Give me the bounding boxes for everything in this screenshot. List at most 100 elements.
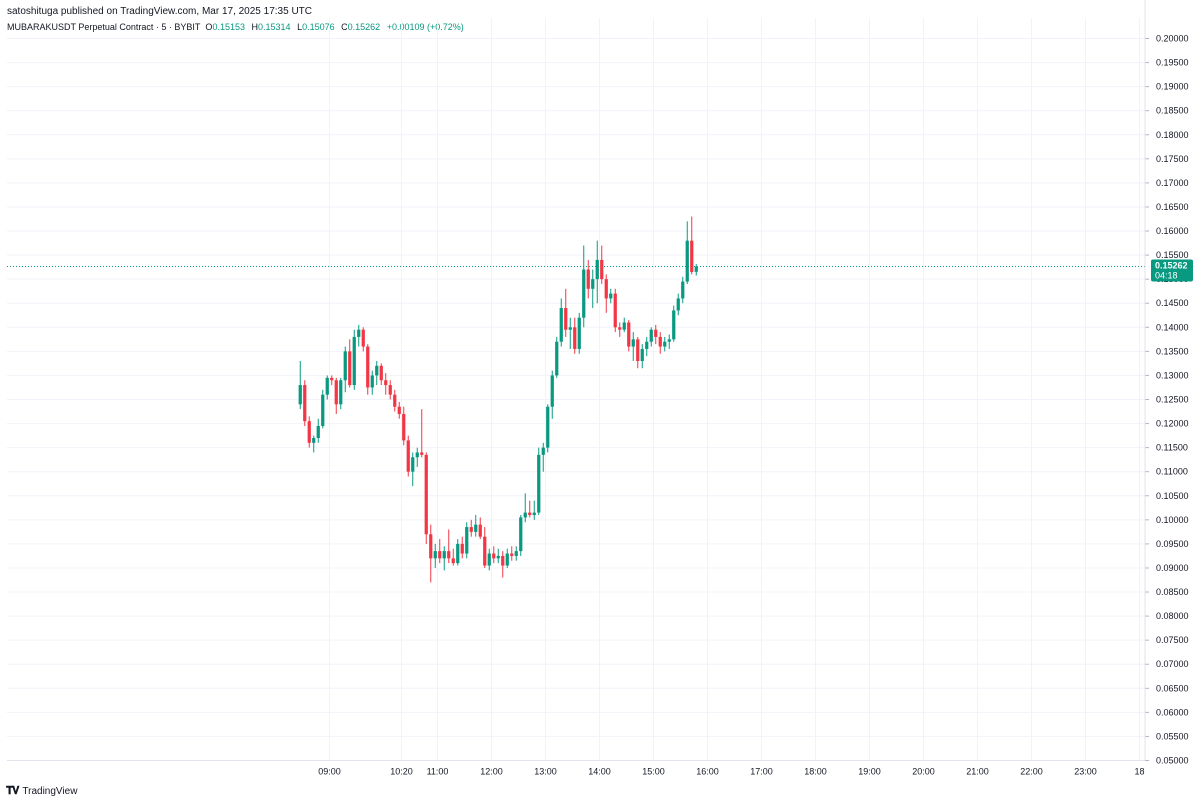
candle-body [388, 385, 392, 395]
candle [501, 551, 505, 578]
footer-brand[interactable]: 𝐓𝐕 TradingView [6, 785, 77, 798]
candle [339, 377, 343, 410]
price-tick-label: 0.10500 [1156, 491, 1189, 501]
candle-body [501, 555, 505, 566]
candle [613, 288, 617, 333]
candle-body [654, 329, 658, 337]
candle [631, 332, 635, 361]
candle-body [298, 385, 302, 405]
candle [352, 329, 356, 390]
candle [654, 324, 658, 345]
candle [316, 418, 320, 443]
candle-body [402, 413, 406, 441]
candle [564, 288, 568, 337]
candle-body [663, 341, 667, 347]
time-tick-label: 22:00 [1020, 767, 1043, 777]
time-tick-label: 12:00 [480, 767, 503, 777]
candle-body [685, 240, 689, 282]
price-tick-label: 0.12500 [1156, 395, 1189, 405]
candle [618, 322, 622, 337]
candle-body [312, 438, 316, 443]
price-axis[interactable]: 0.20000 0.19500 0.19000 0.18500 0.18000 0.175… [1144, 0, 1193, 766]
candle [537, 447, 541, 516]
candle [681, 276, 685, 304]
candle [451, 548, 455, 566]
candle-body [640, 348, 644, 361]
candle-body [321, 394, 325, 426]
candle-body [582, 269, 586, 318]
candle-body [348, 351, 352, 386]
candle [487, 548, 491, 571]
candle [496, 548, 500, 564]
time-axis[interactable]: 09:00 10:20 11:00 12:00 13:00 14:00 15:00 16:00… [7, 760, 1145, 777]
candle [397, 401, 401, 419]
symbol-name[interactable]: MUBARAKUSDT Perpetual Contract · 5 · BYB… [7, 22, 201, 32]
candle-body [600, 259, 604, 280]
price-tick-label: 0.09500 [1156, 539, 1189, 549]
symbol-legend: MUBARAKUSDT Perpetual Contract · 5 · BYB… [7, 22, 468, 32]
time-tick-label: 10:20 [390, 767, 413, 777]
candle [447, 529, 451, 564]
candle-body [546, 406, 550, 448]
time-tick-label: 18:00 [804, 767, 827, 777]
candle-body [420, 452, 424, 455]
candle [514, 546, 518, 561]
candle-body [631, 339, 635, 347]
price-tick-label: 0.06500 [1156, 683, 1189, 693]
candle-body [636, 339, 640, 361]
time-tick-label: 16:00 [696, 767, 719, 777]
candle-body [339, 380, 343, 405]
candle-body [483, 536, 487, 566]
candle-body [577, 317, 581, 349]
candle [474, 515, 478, 537]
candle [573, 317, 577, 354]
candle-body [303, 385, 307, 422]
price-tick-label: 0.07500 [1156, 635, 1189, 645]
price-tick-label: 0.11500 [1156, 443, 1188, 453]
candle [546, 404, 550, 453]
candle-body [550, 375, 554, 407]
change-value: +0.00109 (+0.72%) [386, 22, 464, 32]
candle [330, 375, 334, 386]
candle-body [361, 329, 365, 347]
price-tick-label: 0.20000 [1156, 34, 1189, 44]
candle-body [375, 365, 379, 376]
candle-body [366, 346, 370, 388]
candle-body [541, 447, 545, 455]
candle [442, 546, 446, 571]
candle [325, 375, 329, 400]
candle [600, 245, 604, 284]
candle [384, 373, 388, 395]
candle [388, 380, 392, 400]
candle [433, 543, 437, 568]
last-price-value: 0.15262 [1155, 261, 1188, 271]
candle-body [330, 377, 334, 381]
price-tick-label: 0.08000 [1156, 611, 1189, 621]
candle [303, 380, 307, 426]
candle-body [465, 527, 469, 554]
high-label: H [251, 22, 259, 32]
candle-body [645, 341, 649, 349]
candle [591, 269, 595, 309]
chart-grid [7, 18, 1145, 761]
candle [492, 546, 496, 564]
candle-body [514, 551, 518, 556]
price-tick-label: 0.18500 [1156, 106, 1189, 116]
candle [370, 370, 374, 395]
high-value: 0.15314 [258, 22, 291, 32]
time-tick-label: 21:00 [966, 767, 989, 777]
candle-body [451, 558, 455, 564]
candle-body [438, 551, 442, 559]
candle [667, 334, 671, 349]
candle [478, 517, 482, 540]
candle [582, 245, 586, 328]
candle [469, 519, 473, 537]
candle-body [393, 394, 397, 407]
candle [568, 317, 572, 349]
candle-body [415, 452, 419, 458]
candle [532, 500, 536, 520]
candle [298, 360, 302, 410]
candle [406, 435, 410, 477]
candle-body [613, 293, 617, 328]
